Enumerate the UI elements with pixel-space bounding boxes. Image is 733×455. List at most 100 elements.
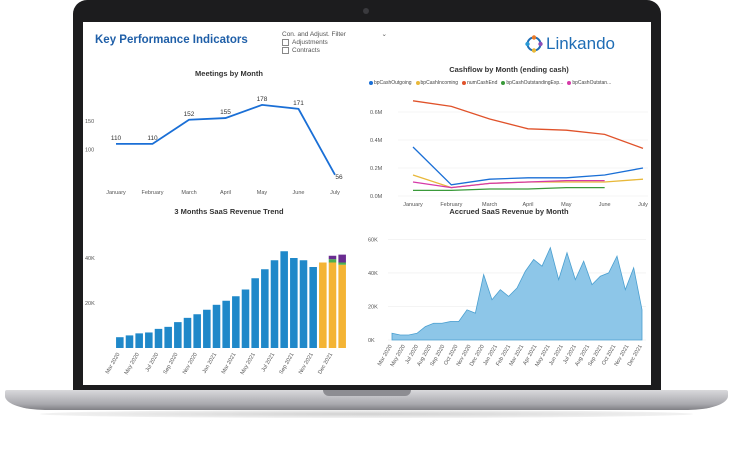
bar-segment [270, 260, 279, 348]
legend-label: numCashEnd [467, 80, 498, 86]
bar-segment [251, 278, 259, 348]
bar-segment [338, 264, 346, 348]
chart-title: 3 Months SaaS Revenue Trend [174, 207, 284, 216]
y-tick-label: 100 [85, 148, 94, 154]
logo-text: Linkando [546, 34, 616, 53]
bar-segment [319, 262, 327, 348]
camera [363, 8, 369, 14]
x-tick-label: July [638, 202, 648, 208]
bar-segment [222, 300, 230, 348]
laptop-shadow [40, 410, 693, 418]
bar-segment [135, 333, 143, 348]
y-tick-label: 0.6M [370, 110, 383, 116]
linkando-logo: Linkando [525, 34, 615, 54]
x-tick-label: April [522, 202, 533, 208]
bar-segment [241, 289, 250, 348]
x-tick-label: May [561, 202, 572, 208]
bar-segment [261, 269, 269, 348]
bar-segment [232, 296, 240, 348]
x-tick-label: Jan 2021 [202, 352, 219, 375]
legend-item: numCashEnd [462, 80, 497, 86]
y-tick-label: 0K [368, 338, 375, 344]
filter-option-contracts[interactable]: Contracts [282, 47, 387, 54]
chart-title: Meetings by Month [195, 69, 263, 78]
y-tick-label: 0.4M [370, 138, 383, 144]
filter-option-label: Contracts [292, 47, 320, 54]
data-label: 152 [184, 111, 195, 118]
legend-marker [501, 81, 506, 85]
x-tick-label: Mar 2021 [221, 352, 238, 375]
x-tick-label: May [257, 190, 268, 196]
bar-segment [116, 337, 124, 348]
data-label: 178 [257, 96, 268, 103]
x-tick-label: January [106, 190, 126, 196]
x-tick-label: March [482, 202, 497, 208]
x-tick-label: March [181, 190, 196, 196]
legend-label: bpCashOutgoing [374, 80, 412, 86]
bar-segment [174, 322, 182, 348]
cashflow-legend: bpCashOutgoing bpCashIncoming numCashEnd bp… [369, 80, 649, 86]
dashboard-screen: Key Performance Indicators Con. and Adju… [83, 22, 651, 385]
y-tick-label: 40K [368, 271, 378, 277]
x-tick-label: Jul 2021 [261, 352, 277, 373]
x-tick-label: Jul 2020 [145, 352, 161, 373]
laptop-lid: Key Performance Indicators Con. and Adju… [73, 0, 661, 395]
x-tick-label: May 2021 [240, 352, 257, 376]
x-tick-label: Nov 2021 [298, 352, 315, 375]
x-tick-label: Dec 2021 [317, 352, 334, 375]
checkbox[interactable] [282, 47, 289, 54]
legend-marker [567, 81, 572, 85]
data-label: 110 [111, 135, 122, 142]
bar-segment [203, 309, 211, 348]
page-title: Key Performance Indicators [95, 34, 248, 46]
bar-segment [145, 332, 153, 348]
legend-item: bpCashOutstandingExp... [501, 80, 563, 86]
y-tick-label: 20K [85, 301, 95, 307]
y-tick-label: 60K [368, 237, 378, 243]
x-tick-label: Nov 2020 [182, 352, 199, 375]
legend-label: bpCashIncoming [420, 80, 459, 86]
chevron-down-icon[interactable]: ⌄ [381, 31, 387, 38]
bar-segment [328, 255, 337, 260]
legend-marker [462, 81, 467, 85]
bar-segment [309, 267, 317, 348]
filter-option-label: Adjustments [292, 39, 328, 46]
series-line [412, 146, 644, 186]
filter-header[interactable]: Con. and Adjust. Filter ⌄ [282, 30, 387, 39]
bar-segment [212, 304, 221, 348]
series-line [412, 179, 605, 189]
bar-segment [328, 259, 337, 263]
bar-segment [164, 326, 172, 348]
bar-segment [193, 314, 201, 348]
legend-item: bpCashIncoming [415, 80, 459, 86]
legend-item: bpCashOutgoing [369, 80, 412, 86]
x-tick-label: June [293, 190, 305, 196]
legend-label: bpCashOutstandingExp... [506, 80, 564, 86]
meetings-by-month-chart: Meetings by Month 150 100 110 January 110 Feb… [85, 69, 343, 196]
legend-marker [369, 81, 373, 85]
x-tick-label: January [403, 202, 423, 208]
saas-revenue-trend-chart: 3 Months SaaS Revenue Trend 40K 20K Mar 20… [85, 207, 346, 376]
data-label: 171 [293, 100, 304, 107]
x-tick-label: May 2020 [124, 352, 141, 376]
filter-panel[interactable]: Con. and Adjust. Filter ⌄ Adjustments Co… [282, 30, 387, 54]
data-label: 56 [335, 174, 343, 181]
series-line [412, 100, 644, 150]
filter-label: Con. and Adjust. Filter [282, 30, 346, 38]
data-label: 155 [220, 109, 231, 116]
accrued-saas-revenue-chart: Accrued SaaS Revenue by Month 60K 40K 20K 0… [368, 207, 646, 368]
checkbox[interactable] [282, 39, 289, 46]
bar-segment [299, 260, 308, 348]
y-tick-label: 20K [368, 304, 378, 310]
series-line [413, 186, 605, 192]
legend-marker [415, 81, 420, 85]
legend-item: bpCashOutstan... [567, 80, 611, 86]
laptop-base [5, 390, 728, 410]
bar-segment [328, 262, 337, 348]
x-tick-label: Mar 2020 [105, 352, 122, 375]
y-tick-label: 0.0M [370, 194, 383, 200]
meetings-line [116, 103, 336, 176]
y-tick-label: 0.2M [370, 166, 383, 172]
x-tick-label: February [141, 190, 163, 196]
filter-option-adjustments[interactable]: Adjustments [282, 39, 387, 46]
